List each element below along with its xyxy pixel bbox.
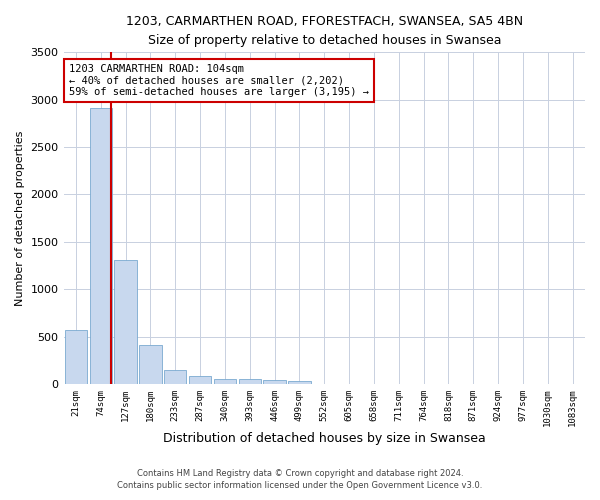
Y-axis label: Number of detached properties: Number of detached properties [15,130,25,306]
Bar [164,370,187,384]
Bar [239,379,261,384]
Title: 1203, CARMARTHEN ROAD, FFORESTFACH, SWANSEA, SA5 4BN
Size of property relative t: 1203, CARMARTHEN ROAD, FFORESTFACH, SWAN… [126,15,523,47]
Bar [65,330,87,384]
Bar [89,108,112,384]
Bar [115,260,137,384]
Bar [263,380,286,384]
Text: 1203 CARMARTHEN ROAD: 104sqm
← 40% of detached houses are smaller (2,202)
59% of: 1203 CARMARTHEN ROAD: 104sqm ← 40% of de… [69,64,369,97]
Bar [139,344,161,384]
Text: Contains HM Land Registry data © Crown copyright and database right 2024.
Contai: Contains HM Land Registry data © Crown c… [118,468,482,490]
X-axis label: Distribution of detached houses by size in Swansea: Distribution of detached houses by size … [163,432,485,445]
Bar [288,380,311,384]
Bar [189,376,211,384]
Bar [214,378,236,384]
